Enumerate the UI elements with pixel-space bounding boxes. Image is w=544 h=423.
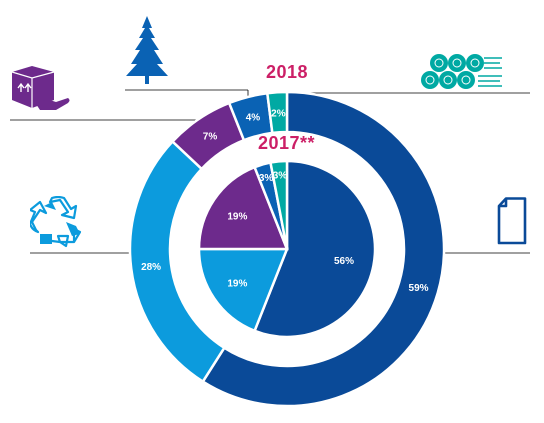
inner-label-packaging: 19% (227, 211, 247, 222)
year-label-2018: 2018 (266, 62, 309, 82)
inner-label-paper: 56% (334, 256, 354, 267)
outer-label-paper: 59% (409, 283, 429, 294)
outer-label-pulp-logs: 2% (271, 108, 286, 119)
inner-slice-recycled (197, 247, 289, 333)
outer-label-forest: 4% (246, 112, 261, 123)
slice-labels: 59% 28% 7% 4% 2% 56% 19% 19% 3% 3% (141, 108, 429, 294)
inner-label-recycled: 19% (227, 279, 247, 290)
pine-tree-icon (126, 16, 168, 84)
outer-slice-pulp-logs (265, 90, 289, 135)
box-hand-icon (11, 66, 70, 110)
log-pile-icon (421, 54, 502, 89)
inner-slice-pulp-logs (269, 159, 289, 250)
recycle-icon (30, 196, 82, 248)
year-label-2017: 2017** (258, 133, 316, 153)
inner-pie-2017 (197, 159, 377, 339)
inner-slice-packaging (197, 165, 289, 251)
inner-slice-paper (252, 159, 377, 339)
inner-label-pulp-logs: 3% (273, 170, 288, 181)
outer-label-recycled: 28% (141, 262, 161, 273)
inner-label-forest: 3% (259, 173, 274, 184)
outer-slice-paper (201, 90, 446, 408)
document-icon (497, 197, 527, 245)
outer-label-packaging: 7% (203, 132, 218, 143)
outer-ring-2018 (128, 90, 446, 408)
